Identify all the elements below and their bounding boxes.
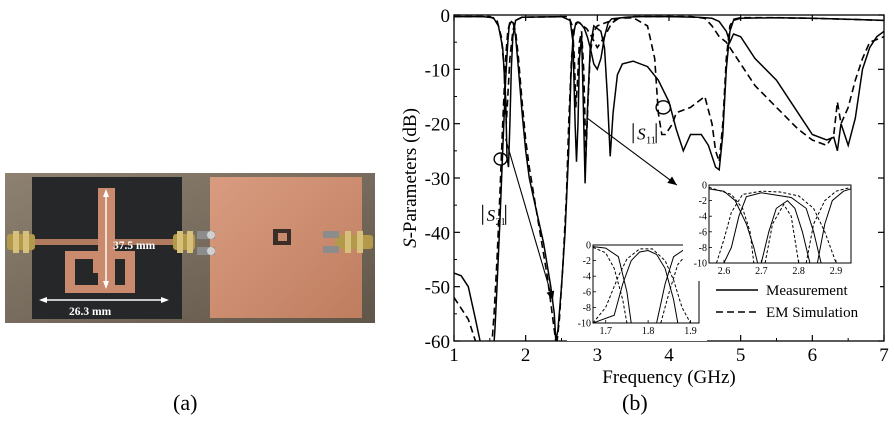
x-axis-label: Frequency (GHz): [602, 367, 735, 388]
legend-entry-bg: [712, 278, 880, 300]
curve-label-s11: S 11: [632, 123, 657, 146]
inset-curve-solid: [593, 249, 679, 323]
u-shaped-resonator: [65, 251, 135, 293]
inset-curve-dashed: [660, 246, 699, 323]
legend-label: Measurement: [766, 283, 848, 299]
y-axis-label-text: -Parameters (dB): [400, 108, 421, 238]
inset-curve-solid: [723, 192, 822, 263]
inset-curve-dashed: [764, 203, 800, 263]
y-axis-label-italic: S: [400, 238, 421, 248]
sma-connector-left: [7, 231, 35, 253]
inset-curve-solid: [593, 246, 632, 323]
curve-label-text: S: [637, 124, 646, 143]
y-tick-label: -30: [425, 169, 450, 190]
curve-label-subscript: 21: [496, 217, 506, 228]
y-tick-label: -20: [425, 115, 450, 136]
dgs-slot-inner: [278, 233, 287, 241]
inset-y-tick-label: -10: [578, 319, 591, 330]
inset-x-tick-label: 1.8: [642, 326, 655, 337]
sma-connector-mid-right: [197, 231, 215, 255]
dimension-arrowhead-top: [103, 189, 109, 197]
caption-b: (b): [622, 390, 648, 415]
dimension-arrowhead-left: [39, 297, 47, 303]
y-tick-label: -50: [425, 278, 450, 299]
inset-frame: [708, 184, 852, 264]
x-tick-label: 3: [593, 345, 603, 366]
x-tick-label: 5: [736, 345, 746, 366]
curve-marker-ellipse: [493, 152, 508, 166]
inset-y-tick-label: 0: [702, 181, 707, 192]
inset-y-tick-label: -6: [583, 287, 591, 298]
inset-x-tick-label: 2.9: [830, 266, 843, 277]
inset-x-tick-label: 2.7: [755, 266, 768, 277]
y-tick-label: -10: [425, 60, 450, 81]
inset-curve-dashed: [709, 186, 755, 263]
curve-label-s21: S 21: [482, 204, 507, 228]
main-curves: [454, 15, 884, 341]
inset-x-tick-label: 1.7: [599, 326, 612, 337]
sma-connector-right: [323, 231, 373, 253]
dimension-label-vertical: 37.5 mm: [113, 240, 156, 252]
inset-y-tick-label: -8: [699, 243, 707, 254]
x-tick-label: 2: [521, 345, 531, 366]
x-tick-label: 6: [808, 345, 818, 366]
x-tick-label: 4: [664, 345, 674, 366]
inset-curve-dashed: [593, 248, 691, 323]
legend-entry-bg: [712, 300, 880, 322]
dimension-label-horizontal: 26.3 mm: [69, 306, 112, 318]
y-axis-label: S-Parameters (dB): [400, 108, 421, 248]
filter-photo: 37.5 mm 26.3 mm: [5, 173, 375, 323]
inset-y-tick-label: -2: [583, 256, 591, 267]
series-em-simulation-s11-line: [454, 15, 884, 162]
inset-y-tick-label: -10: [694, 259, 707, 270]
legend-label: EM Simulation: [766, 305, 859, 321]
inset-curve-dashed: [716, 190, 837, 263]
axes: 1 2 3 4 5 6 70-10-20-30-40-50-60: [425, 6, 889, 366]
inset-curve-solid: [760, 199, 811, 263]
annotations: S 21S 11: [482, 100, 678, 301]
sma-connector-mid-left: [173, 231, 195, 253]
inset-passband-2: 2.6 2.7 2.8 2.9 0 -2 -4 -6 -8 -10: [683, 181, 859, 281]
inset-x-tick-label: 1.9: [684, 326, 697, 337]
feed-line: [7, 239, 182, 245]
inset-curves: [709, 186, 851, 263]
curve-label-text: S: [487, 206, 496, 225]
dimension-arrowhead-right: [161, 297, 169, 303]
inset-pointer-arrow: [586, 117, 678, 186]
inset-x-tick-label: 2.8: [792, 266, 805, 277]
inset-y-tick-label: 0: [586, 241, 591, 252]
series-em-simulation-s21-line: [454, 15, 884, 341]
curve-marker-ellipse: [655, 100, 672, 115]
inset-frame: [592, 244, 700, 324]
series-measurement-s11-line: [454, 15, 884, 184]
inset-curve-dashed: [805, 186, 851, 263]
inset-y-tick-label: -4: [583, 272, 591, 283]
insets: 1.7 1.8 1.9 0 -2 -4 -6 -8 -10 2.6 2.7 2.8 2.9 0 -2 -4 -6…: [567, 181, 859, 341]
caption-a: (a): [173, 390, 198, 415]
y-tick-label: -40: [425, 223, 450, 244]
inset-y-tick-label: -8: [583, 303, 591, 314]
inset-curve-solid: [816, 188, 851, 263]
x-tick-label: 1: [449, 345, 459, 366]
inset-y-tick-label: -6: [699, 227, 707, 238]
curve-label-subscript: 11: [646, 135, 656, 146]
legend: Measurement EM Simulation: [712, 278, 880, 322]
y-tick-label: -60: [425, 332, 450, 353]
series-measurement-s21-line: [454, 15, 884, 341]
inset-curve-dashed: [593, 246, 628, 323]
y-tick-label: 0: [441, 6, 451, 27]
dimension-arrowhead-bottom: [103, 281, 109, 289]
inset-y-tick-label: -4: [699, 212, 707, 223]
inset-x-tick-label: 2.6: [718, 266, 731, 277]
x-tick-label: 7: [879, 345, 889, 366]
inset-y-tick-label: -2: [699, 196, 707, 207]
inset-pointer-arrow: [505, 138, 555, 301]
